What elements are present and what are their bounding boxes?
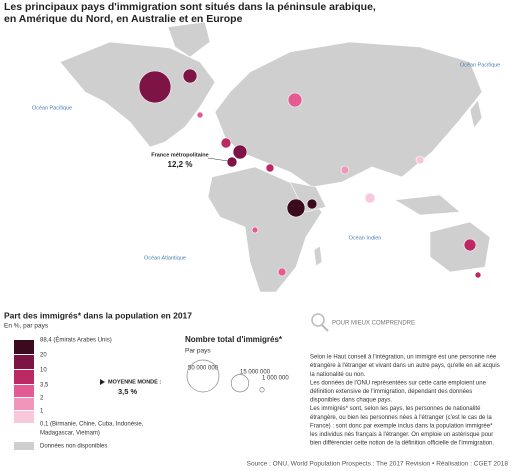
- title: Les principaux pays d'immigration sont s…: [4, 1, 376, 13]
- callout-label: France métropolitaine: [151, 152, 208, 158]
- ocean-label: Océan Atlantique: [144, 255, 186, 261]
- average-value: 3,5 %: [118, 387, 138, 396]
- callout-line: [207, 157, 229, 162]
- explainer-line: Les immigrés* sont, selon les pays, les …: [310, 406, 481, 412]
- bubble: [364, 192, 376, 204]
- bubble: [286, 198, 306, 218]
- explainer-line: bien différencier cette notion de la déf…: [310, 441, 494, 447]
- size-label: 50 000 000: [188, 366, 219, 372]
- legend-subtitle: En %, par pays: [4, 323, 49, 330]
- average-label: MOYENNE MONDE :: [108, 379, 161, 385]
- north-america: [59, 41, 216, 148]
- ocean-label: Océan Pacifique: [32, 105, 72, 111]
- legend-swatch: [14, 398, 34, 410]
- no-data-label: Données non disponibles: [40, 444, 107, 450]
- legend-class-label: 2: [40, 396, 44, 402]
- bubble: [220, 137, 232, 149]
- explainer-line: la nationalité ou non.: [310, 372, 366, 378]
- size-label: 1 000 000: [262, 376, 289, 382]
- explainer-line: disponibles dans chaque pays.: [310, 398, 392, 404]
- bubble: [226, 156, 238, 168]
- legend-class-label: 10: [40, 368, 47, 374]
- legend-class-label: Madagascar, Vietnam): [40, 431, 100, 437]
- bubble: [182, 68, 198, 84]
- legend-swatch: [14, 385, 34, 397]
- legend-class-label: 88,4 (Émirats Arabes Unis): [40, 337, 112, 344]
- bubble: [232, 144, 248, 160]
- legend-class-label: 20: [40, 353, 47, 359]
- map: [59, 21, 491, 293]
- bubble: [265, 163, 275, 173]
- explainer-line: Selon le Haut conseil à l'intégration, u…: [310, 355, 497, 361]
- bubble: [251, 226, 259, 234]
- legend-class-label: 1: [40, 409, 44, 415]
- explainer-line: France) : sont donc par exemple inclus d…: [310, 423, 493, 429]
- explainer-heading: POUR MIEUX COMPRENDRE: [332, 321, 415, 327]
- explainer-line: Les données de l'ONU représentées sur ce…: [310, 380, 487, 386]
- japan: [469, 99, 483, 129]
- size-title: Nombre total d'immigrés*: [185, 335, 283, 344]
- australia: [429, 221, 491, 273]
- bubble: [340, 165, 350, 175]
- icon: [321, 324, 329, 332]
- size-circle: [259, 387, 265, 393]
- legend-swatch: [14, 340, 34, 354]
- source: Source : ONU, World Population Prospects…: [247, 461, 509, 468]
- legend-class-label: 3,5: [40, 383, 49, 389]
- icon: [311, 313, 325, 327]
- bubble: [138, 70, 172, 104]
- title: en Amérique du Nord, en Australie et en …: [4, 13, 243, 25]
- callout-value: 12,2 %: [168, 160, 193, 169]
- legend-title: Part des immigrés* dans la population en…: [4, 310, 192, 320]
- size-subtitle: Par pays: [185, 348, 211, 355]
- bubble: [463, 238, 477, 252]
- madagascar: [313, 245, 323, 267]
- bubble: [277, 267, 287, 277]
- eurasia: [214, 41, 483, 188]
- bubble: [196, 111, 204, 119]
- arrow: [100, 379, 105, 385]
- bubble: [287, 92, 303, 108]
- explainer-line: les individus nés français à l'étranger.…: [310, 432, 493, 438]
- legend-class-label: 0,1 (Birmanie, Chine, Cuba, Indonésie,: [40, 422, 144, 428]
- bubble: [306, 198, 318, 210]
- legend-swatch: [14, 355, 34, 369]
- no-data-swatch: [14, 442, 34, 450]
- size-label: 15 000 000: [240, 370, 271, 376]
- size-circle: [230, 374, 250, 393]
- bubble: [415, 155, 425, 165]
- legend-swatch: [14, 411, 34, 423]
- legend-swatch: [14, 370, 34, 384]
- bubble: [474, 271, 482, 279]
- greenland: [167, 21, 211, 58]
- explainer-line: étrangère à l'étranger et vivant dans un…: [310, 363, 500, 369]
- explainer-line: définition extensive de l'immigration, d…: [310, 389, 472, 395]
- ocean-label: Océan Pacifique: [460, 62, 500, 68]
- indonesia: [394, 194, 461, 216]
- size-circle: [186, 359, 220, 393]
- explainer-line: étrangère, ou bien les personnes nées à …: [310, 415, 492, 421]
- ocean-label: Océan Indien: [349, 235, 382, 241]
